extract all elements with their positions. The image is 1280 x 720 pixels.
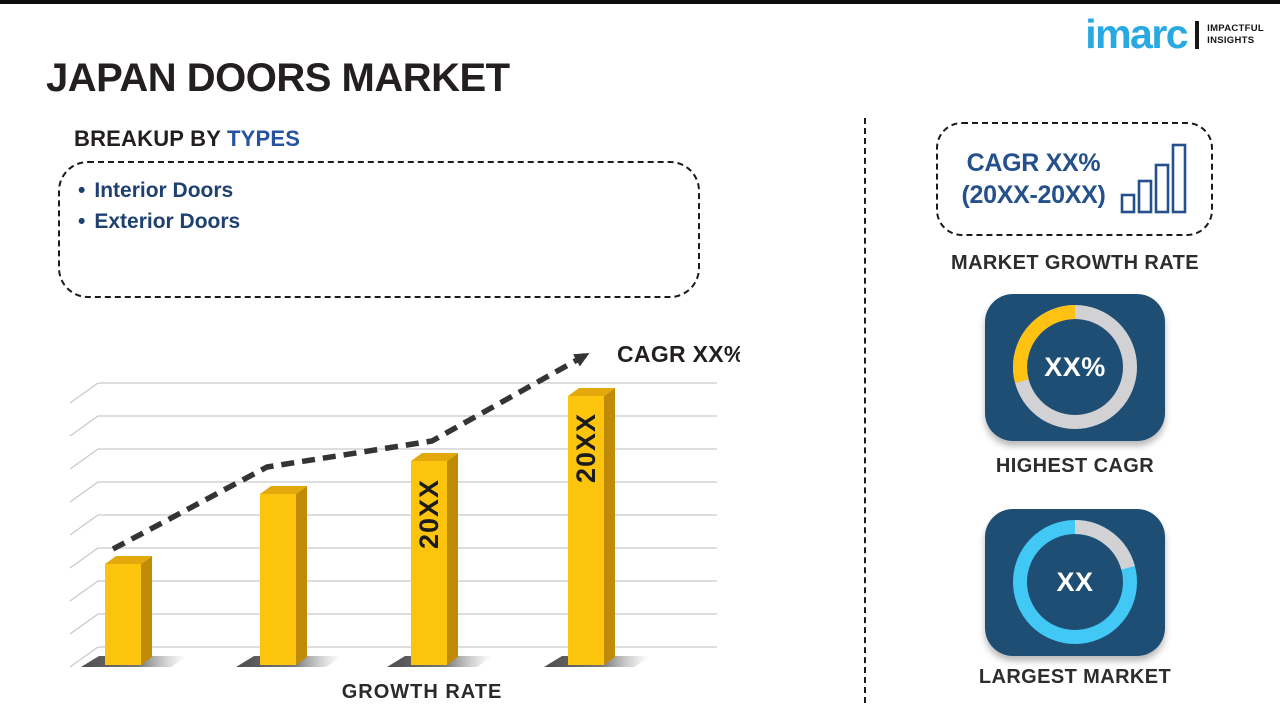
- chart-gridlines: [69, 382, 717, 668]
- logo-tagline-line1: IMPACTFUL: [1207, 22, 1264, 34]
- largest-market-caption: LARGEST MARKET: [978, 666, 1172, 688]
- breakup-heading: BREAKUP BY TYPES: [74, 126, 300, 152]
- bullet-icon: •: [78, 210, 86, 233]
- cagr-range-text: CAGR XX% (20XX-20XX): [962, 147, 1106, 212]
- bullet-icon: •: [78, 179, 86, 202]
- bar-20xx-2: [260, 486, 307, 665]
- donut-chart-highest-cagr: XX%: [1013, 305, 1137, 429]
- bar-20xx-3: 20XX: [411, 453, 458, 665]
- page-title: JAPAN DOORS MARKET: [46, 56, 510, 100]
- list-item: • Interior Doors: [78, 175, 698, 206]
- bar-label: 20XX: [571, 413, 601, 483]
- donut-chart-largest-market: XX: [1013, 520, 1137, 644]
- section-divider: [864, 118, 866, 703]
- breakup-item-label: Exterior Doors: [94, 210, 241, 233]
- list-item: • Exterior Doors: [78, 206, 698, 237]
- bar-label: 20XX: [414, 479, 444, 549]
- bar-20xx-1: [105, 556, 152, 665]
- largest-market-value: XX: [1056, 567, 1093, 597]
- breakup-heading-prefix: BREAKUP BY: [74, 126, 221, 151]
- largest-market-card: XX: [985, 509, 1165, 656]
- highest-cagr-card: XX%: [985, 294, 1165, 441]
- highest-cagr-value: XX%: [1044, 352, 1106, 382]
- imarc-logo: imarc IMPACTFUL INSIGHTS: [1085, 14, 1264, 55]
- market-growth-rate-caption: MARKET GROWTH RATE: [951, 252, 1199, 274]
- bar-20xx-4: 20XX: [568, 388, 615, 665]
- chart-xlabel: GROWTH RATE: [342, 681, 503, 703]
- cagr-line2: (20XX-20XX): [961, 181, 1106, 209]
- top-border: [0, 0, 1280, 4]
- breakup-types-box: • Interior Doors • Exterior Doors: [58, 161, 700, 298]
- bar-series: 20XX 20XX: [105, 388, 615, 665]
- logo-tagline: IMPACTFUL INSIGHTS: [1207, 23, 1264, 47]
- logo-divider: [1195, 20, 1200, 49]
- bar-shadows: [81, 656, 650, 667]
- logo-brand-text: imarc: [1085, 11, 1188, 57]
- growth-rate-bar-chart: 20XX 20XX CAGR XX% GROWTH RATE: [69, 341, 740, 703]
- trend-label: CAGR XX%: [617, 341, 740, 367]
- trend-arrow-icon: [111, 352, 590, 552]
- highest-cagr-caption: HIGHEST CAGR: [995, 455, 1155, 477]
- breakup-heading-accent: TYPES: [226, 126, 301, 151]
- logo-tagline-line2: INSIGHTS: [1207, 34, 1255, 46]
- cagr-line1: CAGR XX%: [966, 148, 1101, 177]
- market-growth-rate-box: CAGR XX% (20XX-20XX): [936, 122, 1213, 236]
- breakup-item-label: Interior Doors: [94, 179, 234, 202]
- bar-chart-icon: [1120, 143, 1186, 214]
